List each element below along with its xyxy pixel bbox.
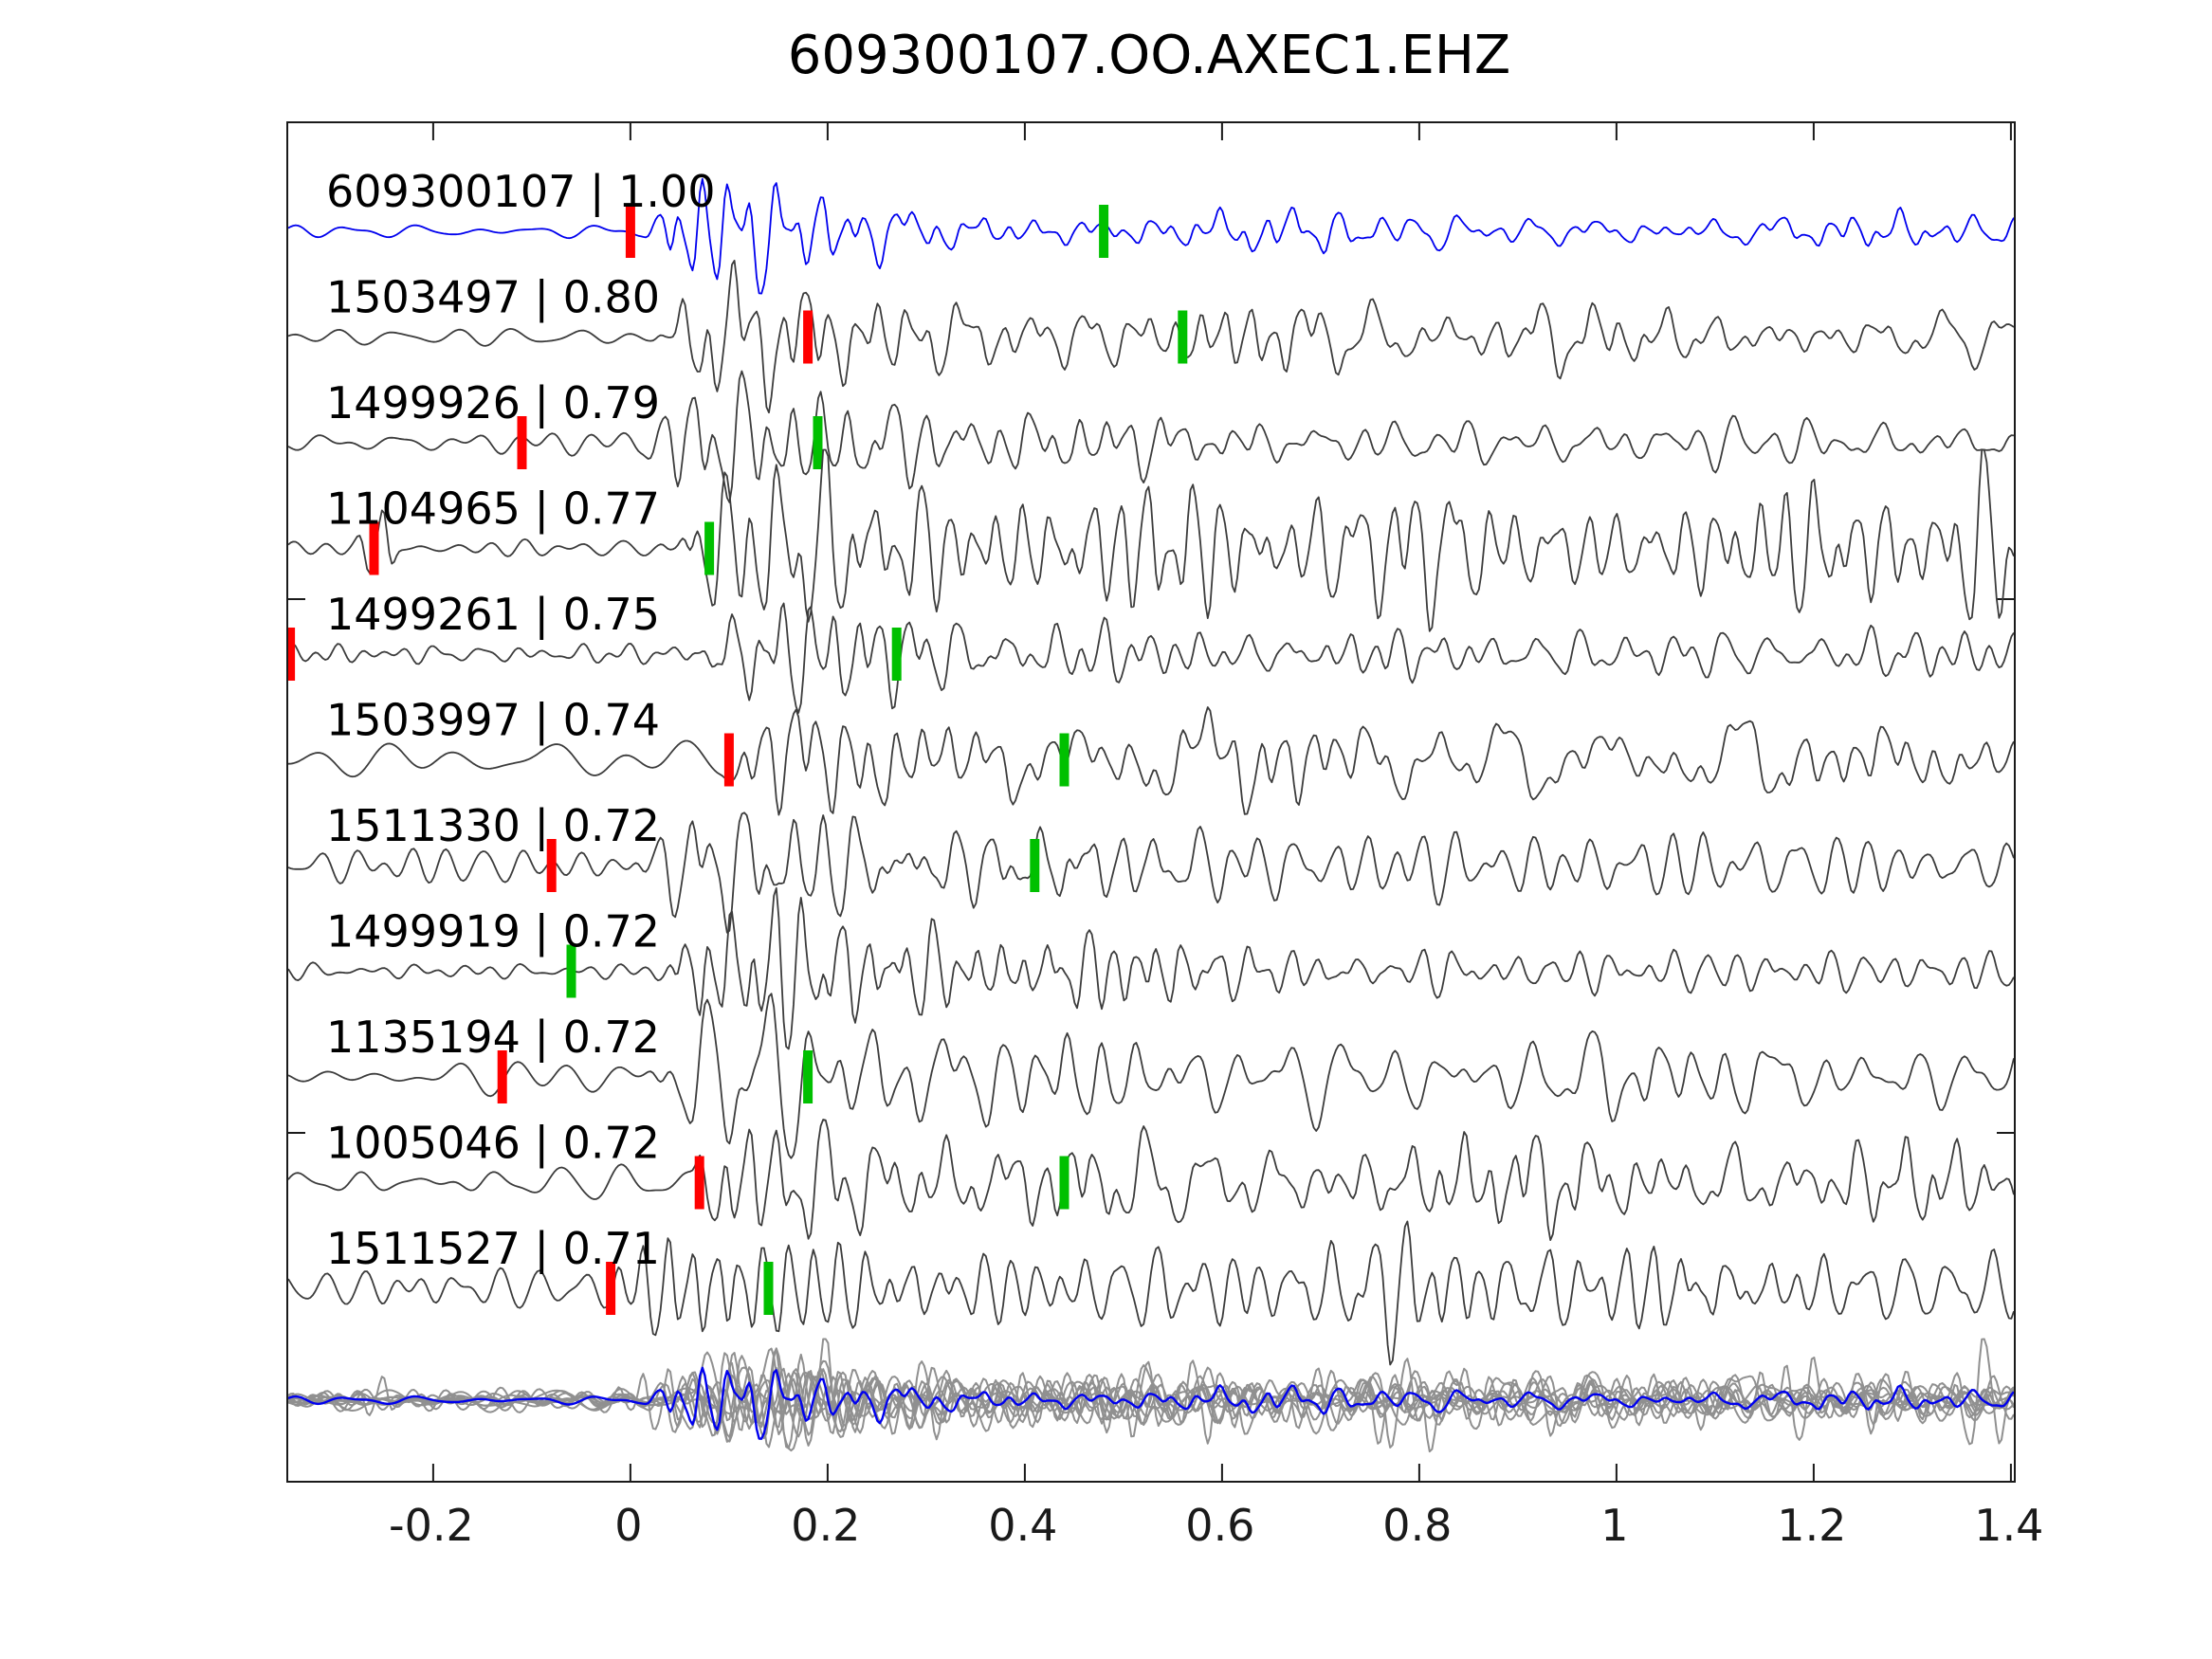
trace-label-1499926: 1499926 | 0.79: [326, 377, 660, 429]
trace-label-1135194: 1135194 | 0.72: [326, 1012, 660, 1064]
pick-marker-green-1503497: [1178, 310, 1188, 364]
pick-marker-red-1511527: [606, 1262, 616, 1315]
trace-label-1104965: 1104965 | 0.77: [326, 483, 660, 536]
overlay-template-trace: [288, 1366, 2014, 1440]
overlay-trace-1511330: [288, 1366, 2014, 1443]
overlay-trace-1499919: [288, 1347, 2014, 1449]
trace-label-609300107: 609300107 | 1.00: [326, 166, 716, 218]
trace-label-1499919: 1499919 | 0.72: [326, 906, 660, 958]
pick-marker-green-1499261: [891, 628, 902, 681]
x-tick-label-0.4: 0.4: [988, 1500, 1058, 1551]
overlay-trace-1511527: [288, 1358, 2014, 1449]
x-tick-label-0.8: 0.8: [1382, 1500, 1453, 1551]
trace-path-1499926: [288, 370, 2014, 503]
pick-marker-red-1499926: [517, 416, 527, 469]
x-tick-label-1.2: 1.2: [1777, 1500, 1847, 1551]
trace-label-1511330: 1511330 | 0.72: [326, 800, 660, 852]
chart-title: 609300107.OO.AXEC1.EHZ: [787, 25, 1511, 86]
trace-path-1511330: [288, 811, 2014, 934]
trace-label-1503997: 1503997 | 0.74: [326, 695, 660, 747]
trace-path-1499261: [288, 602, 2014, 714]
pick-marker-green-1499926: [813, 416, 823, 469]
pick-marker-green-1503997: [1059, 733, 1069, 787]
x-tick-label-0: 0: [614, 1500, 643, 1551]
trace-path-1135194: [288, 993, 2014, 1159]
plot-area: 609300107 | 1.00 1503497 | 0.80 1499926 | …: [286, 121, 2016, 1483]
x-tick-label-1.4: 1.4: [1974, 1500, 2044, 1551]
trace-path-1511527: [288, 1220, 2014, 1366]
pick-marker-red-1511330: [546, 839, 557, 892]
pick-marker-red-1104965: [369, 521, 379, 575]
pick-marker-green-1104965: [704, 521, 715, 575]
pick-marker-green-1511330: [1030, 839, 1040, 892]
trace-path-1005046: [288, 1119, 2014, 1241]
pick-marker-green-1499919: [566, 944, 576, 998]
trace-label-1499261: 1499261 | 0.75: [326, 589, 660, 641]
pick-marker-red-1503497: [803, 310, 814, 364]
pick-marker-red-1499261: [288, 628, 296, 681]
x-tick-label--0.2: -0.2: [388, 1500, 474, 1551]
waveform-svg: 609300107 | 1.00 1503497 | 0.80 1499926 | …: [288, 123, 2014, 1481]
trace-label-1005046: 1005046 | 0.72: [326, 1118, 660, 1170]
trace-path-1503497: [288, 260, 2014, 414]
trace-path-1104965: [288, 448, 2014, 632]
trace-path-609300107: [288, 177, 2014, 295]
trace-label-1503497: 1503497 | 0.80: [326, 272, 660, 324]
x-tick-label-0.6: 0.6: [1185, 1500, 1255, 1551]
pick-marker-red-1135194: [497, 1050, 507, 1103]
pick-marker-green-1005046: [1059, 1156, 1069, 1210]
pick-marker-green-1135194: [803, 1050, 814, 1103]
x-tick-label-1: 1: [1600, 1500, 1629, 1551]
pick-marker-red-1503997: [723, 733, 734, 787]
pick-marker-green-1511527: [763, 1262, 774, 1315]
pick-marker-red-609300107: [625, 205, 635, 258]
trace-label-1511527: 1511527 | 0.71: [326, 1223, 660, 1275]
pick-marker-red-1005046: [694, 1156, 704, 1210]
pick-marker-green-609300107: [1099, 205, 1109, 258]
x-tick-label-0.2: 0.2: [791, 1500, 861, 1551]
trace-path-1503997: [288, 706, 2014, 816]
